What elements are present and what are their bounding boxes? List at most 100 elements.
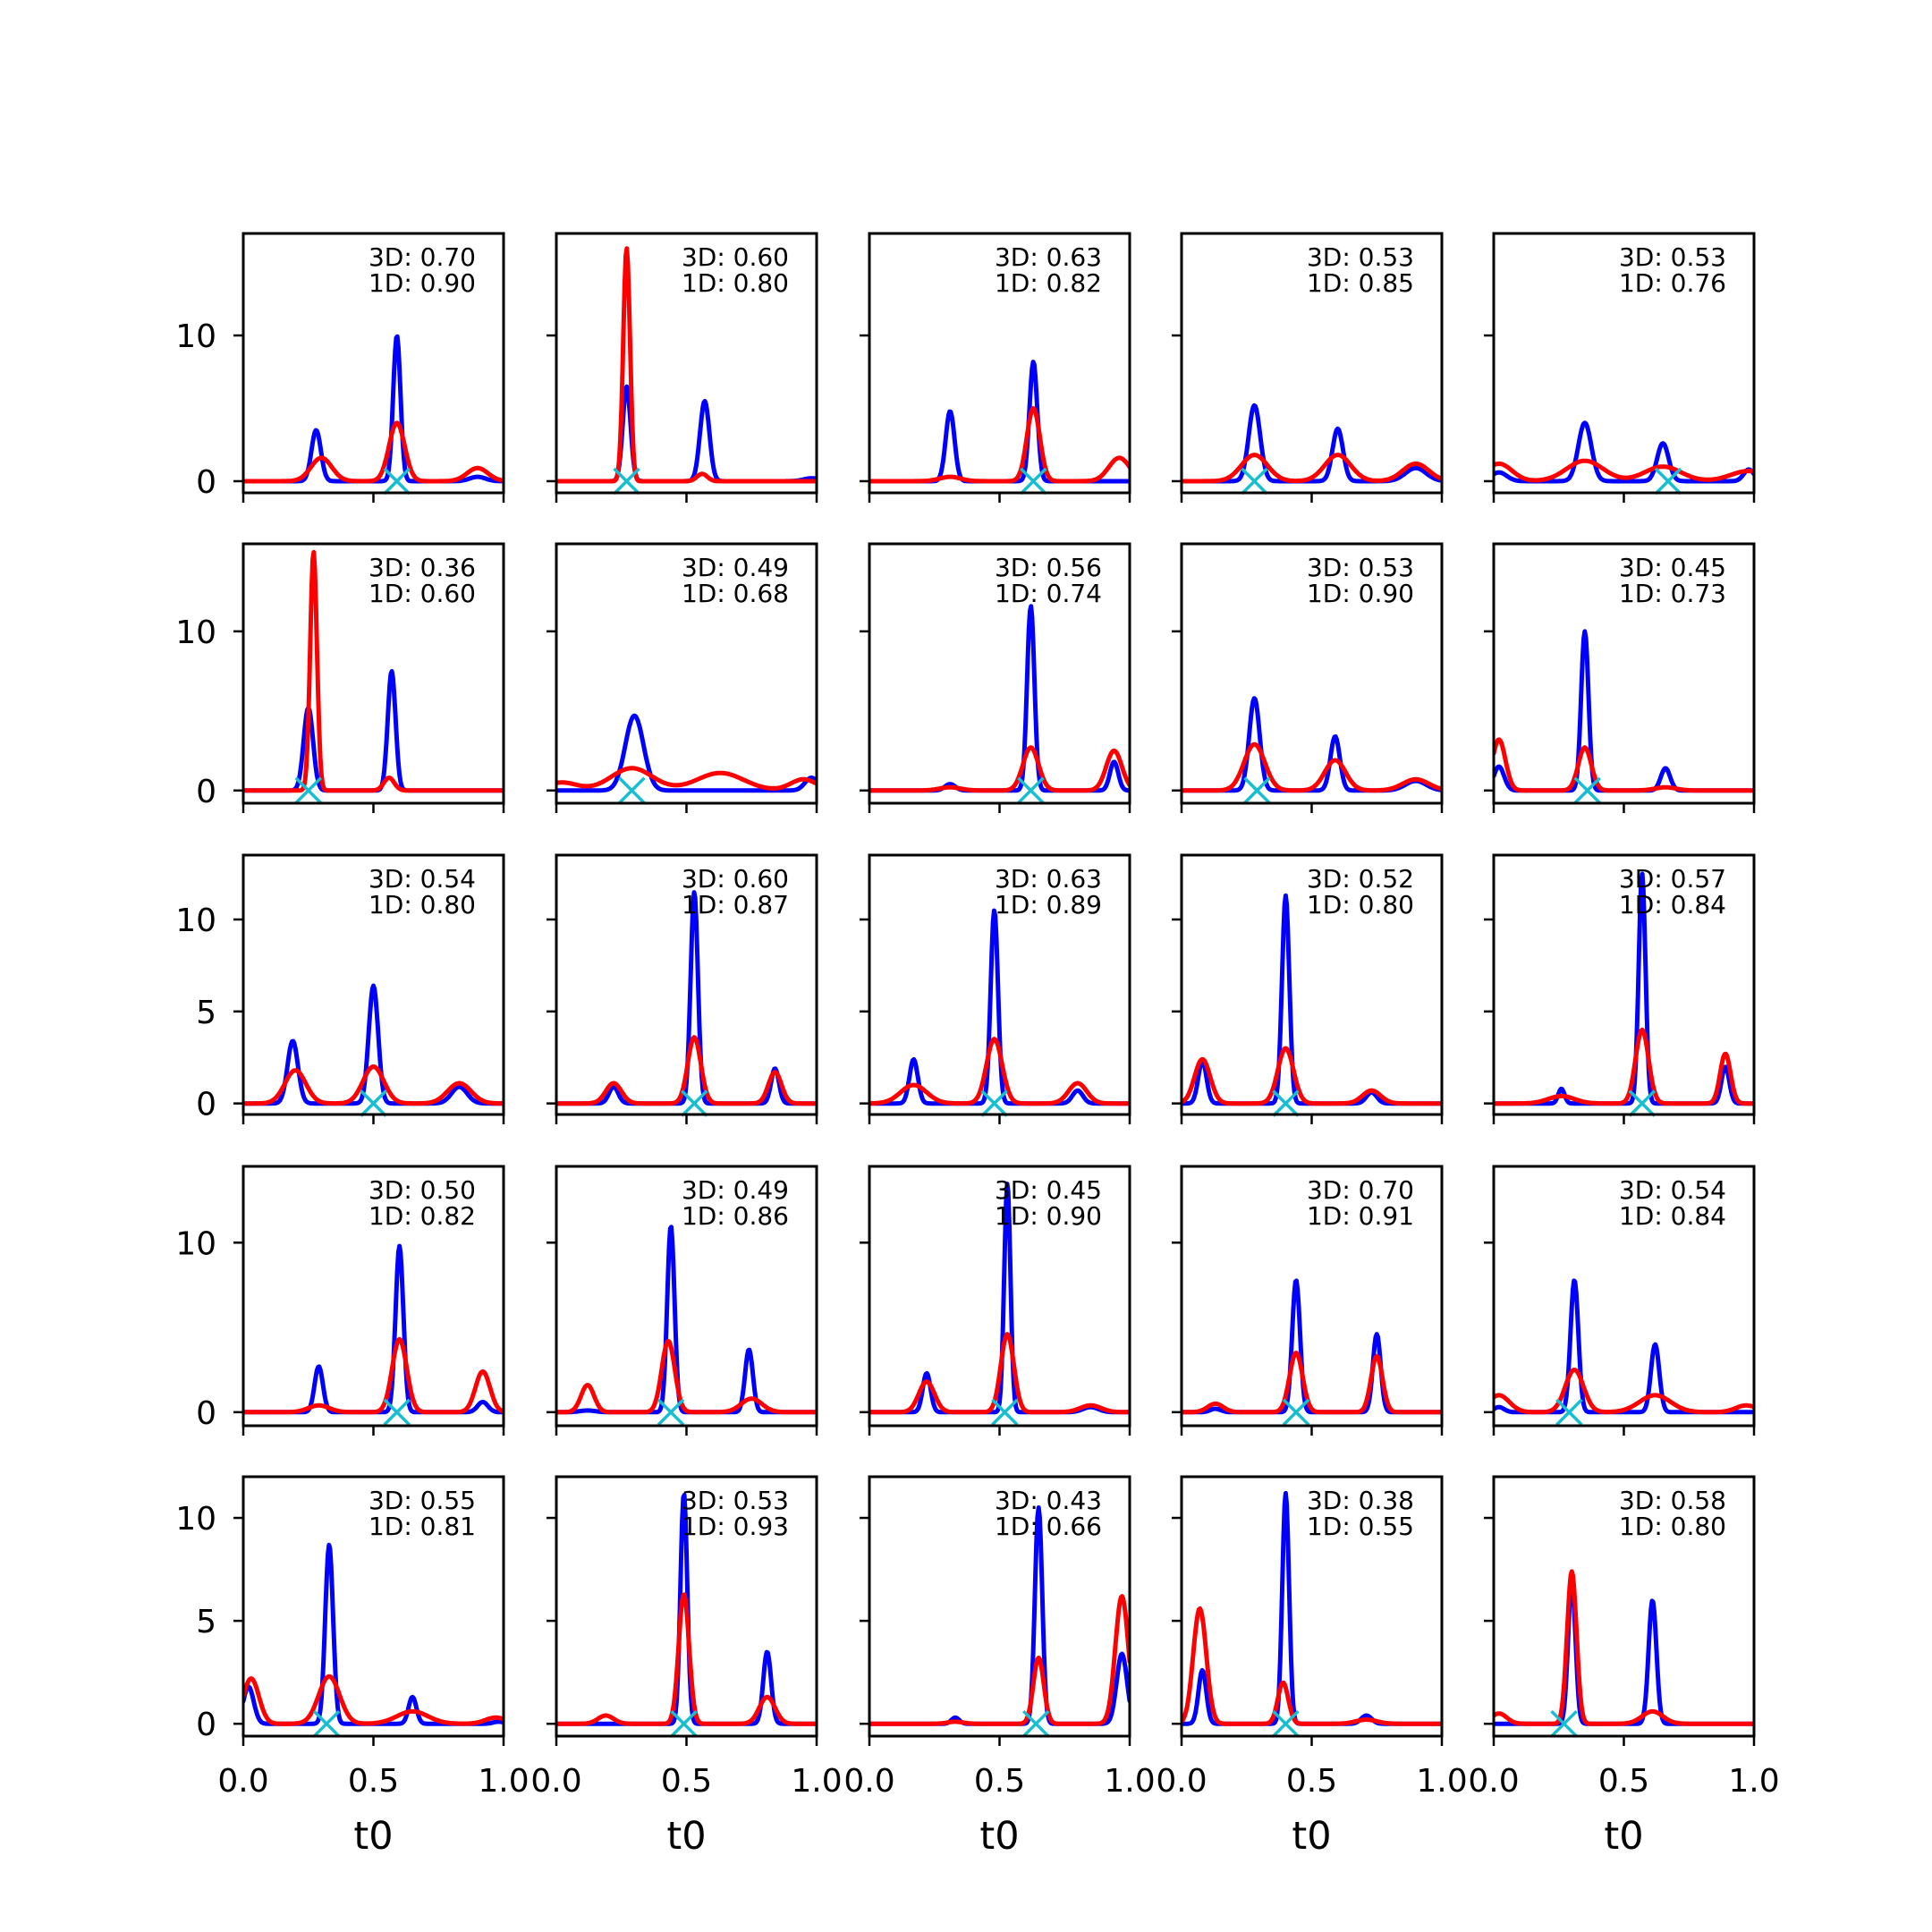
x-tick-label: 0.0 [843,1763,894,1800]
score-1d-label: 1D: 0.66 [995,1512,1102,1541]
marker-x [312,1709,341,1738]
score-1d-label: 1D: 0.86 [682,1201,789,1231]
series-1d-line [556,1592,817,1726]
marker-x [613,467,640,496]
marker-x-stroke [1020,467,1047,496]
score-3d-label: 3D: 0.53 [1619,242,1726,272]
x-tick-label: 0.5 [1598,1763,1649,1800]
marker-x-stroke [1628,1089,1657,1117]
marker-x [294,776,322,805]
series-1d-line [1494,737,1754,793]
score-3d-label: 3D: 0.70 [1307,1175,1414,1205]
score-1d-label: 1D: 0.80 [1307,890,1414,919]
series-1d-line [556,246,817,484]
marker-x [1573,776,1601,805]
marker-x [1272,1709,1300,1738]
score-1d-label: 1D: 0.90 [995,1201,1102,1231]
series-1d-line [869,1594,1130,1726]
marker-x [1020,467,1047,496]
marker-x [1282,1398,1310,1427]
y-tick-label: 0 [196,1707,216,1743]
x-axis-label: t0 [666,1814,706,1859]
series-1d-line [243,420,504,484]
score-1d-label: 1D: 0.82 [369,1201,476,1231]
series-3d-line [556,713,817,793]
score-3d-label: 3D: 0.45 [995,1175,1102,1205]
marker-x-stroke [1272,1089,1300,1117]
series-1d-line [1182,453,1442,484]
y-tick-label: 0 [196,774,216,810]
x-tick-label: 0.0 [217,1763,268,1800]
score-3d-label: 3D: 0.54 [1619,1175,1726,1205]
marker-x-stroke [613,467,640,496]
score-3d-label: 3D: 0.58 [1619,1486,1726,1515]
marker-x [1022,1709,1050,1738]
x-tick-label: 0.0 [1156,1763,1207,1800]
series-1d-line [869,745,1130,793]
marker-x-stroke [1243,776,1271,805]
score-3d-label: 3D: 0.52 [1307,864,1414,894]
series-3d-line [556,1224,817,1415]
series-3d-line [869,604,1130,793]
series-1d-line [869,406,1130,484]
x-axis-label: t0 [1604,1814,1643,1859]
x-tick-label: 1.0 [1104,1763,1155,1800]
series-1d-line [1182,1351,1442,1415]
marker-x-stroke [383,467,411,496]
score-3d-label: 3D: 0.53 [1307,553,1414,582]
score-3d-label: 3D: 0.60 [682,864,789,894]
score-1d-label: 1D: 0.91 [1307,1201,1414,1231]
score-3d-label: 3D: 0.54 [369,864,476,894]
score-3d-label: 3D: 0.43 [995,1486,1102,1515]
score-1d-label: 1D: 0.85 [1307,268,1414,298]
x-tick-label: 0.0 [530,1763,581,1800]
score-3d-label: 3D: 0.70 [369,242,476,272]
score-1d-label: 1D: 0.84 [1619,890,1726,919]
series-1d-line [556,1035,817,1106]
series-1d-line [243,1336,504,1415]
marker-x-stroke [991,1398,1019,1427]
marker-x [383,1398,411,1427]
marker-x-stroke [1022,1709,1050,1738]
x-tick-label: 0.0 [1468,1763,1519,1800]
series-3d-line [1182,696,1442,793]
series-3d-line [1494,1577,1754,1726]
marker-x [1654,467,1682,496]
series-1d-line [243,1674,504,1726]
score-3d-label: 3D: 0.57 [1619,864,1726,894]
score-3d-label: 3D: 0.63 [995,242,1102,272]
score-1d-label: 1D: 0.93 [682,1512,789,1541]
series-1d-line [1182,741,1442,793]
score-1d-label: 1D: 0.73 [1619,579,1726,608]
score-1d-label: 1D: 0.55 [1307,1512,1414,1541]
series-1d-line [243,549,504,793]
score-1d-label: 1D: 0.80 [1619,1512,1726,1541]
series-1d-line [869,1332,1130,1415]
score-3d-label: 3D: 0.36 [369,553,476,582]
marker-x-stroke [1272,1709,1300,1738]
marker-x [1241,467,1268,496]
x-tick-label: 0.5 [661,1763,712,1800]
marker-x [618,776,646,805]
score-1d-label: 1D: 0.89 [995,890,1102,919]
marker-x [670,1709,698,1738]
series-3d-line [869,360,1130,484]
marker-x-stroke [980,1089,1008,1117]
marker-x-stroke [383,1398,411,1427]
score-3d-label: 3D: 0.63 [995,864,1102,894]
